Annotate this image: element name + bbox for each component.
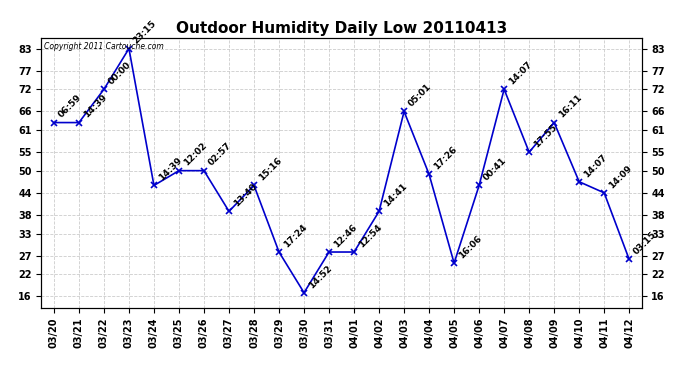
- Text: 13:40: 13:40: [232, 182, 258, 209]
- Text: 12:02: 12:02: [181, 141, 208, 168]
- Text: 06:59: 06:59: [57, 93, 83, 120]
- Text: 23:15: 23:15: [132, 19, 158, 46]
- Text: 03:15: 03:15: [632, 230, 658, 256]
- Text: 17:55: 17:55: [532, 123, 559, 149]
- Text: 17:26: 17:26: [432, 145, 459, 172]
- Text: 17:24: 17:24: [282, 222, 308, 249]
- Text: 14:07: 14:07: [507, 60, 533, 87]
- Text: 00:41: 00:41: [482, 156, 509, 183]
- Text: 14:07: 14:07: [582, 152, 609, 179]
- Text: 15:16: 15:16: [257, 156, 284, 183]
- Text: 14:39: 14:39: [157, 156, 184, 183]
- Text: Copyright 2011 Cartouche.com: Copyright 2011 Cartouche.com: [44, 42, 164, 51]
- Text: 14:39: 14:39: [81, 93, 108, 120]
- Title: Outdoor Humidity Daily Low 20110413: Outdoor Humidity Daily Low 20110413: [176, 21, 507, 36]
- Text: 16:06: 16:06: [457, 234, 484, 260]
- Text: 02:57: 02:57: [207, 141, 233, 168]
- Text: 12:54: 12:54: [357, 222, 384, 249]
- Text: 14:09: 14:09: [607, 164, 633, 190]
- Text: 14:41: 14:41: [382, 182, 408, 209]
- Text: 16:11: 16:11: [557, 93, 584, 120]
- Text: 14:52: 14:52: [307, 263, 333, 290]
- Text: 12:46: 12:46: [332, 222, 359, 249]
- Text: 05:01: 05:01: [407, 82, 433, 109]
- Text: 00:00: 00:00: [107, 60, 133, 87]
